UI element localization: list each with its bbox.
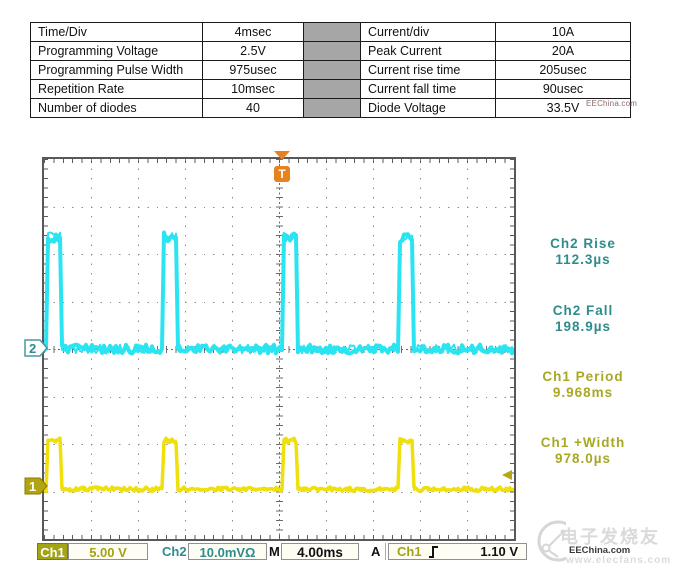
- table-cell: 20A: [495, 41, 631, 61]
- ch1-badge: Ch1: [37, 543, 68, 560]
- horizontal-gridline: [44, 396, 514, 398]
- trigger-position-arrow-icon: [274, 151, 290, 160]
- scope-screen: T: [42, 151, 516, 541]
- table-cell: 205usec: [495, 60, 631, 80]
- ch2-scale-readout: 10.0mVΩ: [188, 543, 267, 560]
- waveform-svg: [44, 230, 514, 494]
- table-cell: Repetition Rate: [30, 79, 203, 99]
- horizontal-gridline: [44, 301, 514, 303]
- table-spacer-cell: [303, 41, 361, 61]
- watermark-cn-text: 电子发烧友: [560, 527, 660, 547]
- trigger-source-label: Ch1: [397, 544, 422, 559]
- ch1-scale-readout: 5.00 V: [68, 543, 148, 560]
- table-row: Number of diodes 40 Diode Voltage 33.5V: [30, 98, 631, 118]
- table-cell: Programming Pulse Width: [30, 60, 203, 80]
- status-bar: Ch1 5.00 V Ch2 10.0mVΩ M 4.00ms A Ch1 1.…: [0, 543, 674, 561]
- measurement-label: Ch1 Period: [542, 369, 624, 384]
- measurement-ch2-fall: Ch2 Fall 198.9µs: [510, 303, 656, 335]
- table-cell: 975usec: [202, 60, 304, 80]
- table-row: Programming Voltage 2.5V Peak Current 20…: [30, 41, 631, 61]
- table-cell: 10A: [495, 22, 631, 42]
- trigger-readout: Ch1 1.10 V: [388, 543, 527, 560]
- trigger-level-readout: 1.10 V: [480, 544, 518, 559]
- watermark-site2: www.elecfans.com: [566, 555, 672, 566]
- site-watermark: 电子发烧友 EEChina.com www.elecfans.com: [536, 505, 674, 571]
- ch2-ground-marker: 2: [24, 339, 48, 357]
- table-spacer-cell: [303, 22, 361, 42]
- measurement-label: Ch1 +Width: [540, 435, 626, 450]
- table-cell: 40: [202, 98, 304, 118]
- ch1-ground-marker: 1: [24, 477, 48, 495]
- measurement-ch2-rise: Ch2 Rise 112.3µs: [510, 236, 656, 268]
- table-cell: 2.5V: [202, 41, 304, 61]
- ch2-trace: [44, 230, 514, 356]
- measurement-label: Ch2 Rise: [550, 236, 616, 251]
- table-cell: Diode Voltage: [360, 98, 496, 118]
- table-cell: Number of diodes: [30, 98, 203, 118]
- table-spacer-cell: [303, 98, 361, 118]
- table-row: Programming Pulse Width 975usec Current …: [30, 60, 631, 80]
- watermark-site: EEChina.com: [569, 545, 631, 556]
- table-cell: Time/Div: [30, 22, 203, 42]
- horizontal-gridline: [44, 206, 514, 208]
- rising-edge-icon: [428, 545, 438, 558]
- ch2-trace: [44, 231, 514, 355]
- table-spacer-cell: [303, 79, 361, 99]
- measurement-label: Ch2 Fall: [552, 303, 614, 318]
- table-row: Repetition Rate 10msec Current fall time…: [30, 79, 631, 99]
- table-spacer-cell: [303, 60, 361, 80]
- table-cell: Current/div: [360, 22, 496, 42]
- table-row: Time/Div 4msec Current/div 10A: [30, 22, 631, 42]
- trigger-level-arrow-icon: [502, 470, 512, 480]
- horizontal-gridline: [44, 444, 514, 445]
- table-cell: 10msec: [202, 79, 304, 99]
- acquisition-mode-label: A: [371, 543, 386, 560]
- trigger-marker: T: [274, 166, 290, 182]
- ch1-trace: [44, 437, 514, 493]
- spec-table: Time/Div 4msec Current/div 10A Programmi…: [30, 22, 631, 118]
- table-watermark: EEChina.com: [586, 99, 638, 108]
- horizontal-gridline: [44, 254, 514, 255]
- timebase-label: M: [269, 544, 280, 559]
- measurement-value: 9.968ms: [552, 385, 614, 400]
- measurement-ch1-period: Ch1 Period 9.968ms: [510, 369, 656, 401]
- table-cell: Current fall time: [360, 79, 496, 99]
- measurement-value: 112.3µs: [555, 252, 611, 267]
- table-cell: Programming Voltage: [30, 41, 203, 61]
- table-cell: 90usec: [495, 79, 631, 99]
- table-cell: 4msec: [202, 22, 304, 42]
- table-cell: 33.5V: [495, 98, 631, 118]
- measurement-value: 978.0µs: [554, 451, 612, 466]
- measurement-value: 198.9µs: [554, 319, 612, 334]
- ch2-marker-label: 2: [29, 341, 36, 356]
- ch2-label: Ch2: [162, 544, 187, 559]
- watermark-logo-icon: [537, 520, 566, 562]
- ch1-trace: [44, 436, 514, 494]
- table-cell: Current rise time: [360, 60, 496, 80]
- measurement-ch1-width: Ch1 +Width 978.0µs: [510, 435, 656, 467]
- timebase-readout: 4.00ms: [281, 543, 359, 560]
- table-cell: Peak Current: [360, 41, 496, 61]
- ch1-marker-label: 1: [29, 479, 36, 494]
